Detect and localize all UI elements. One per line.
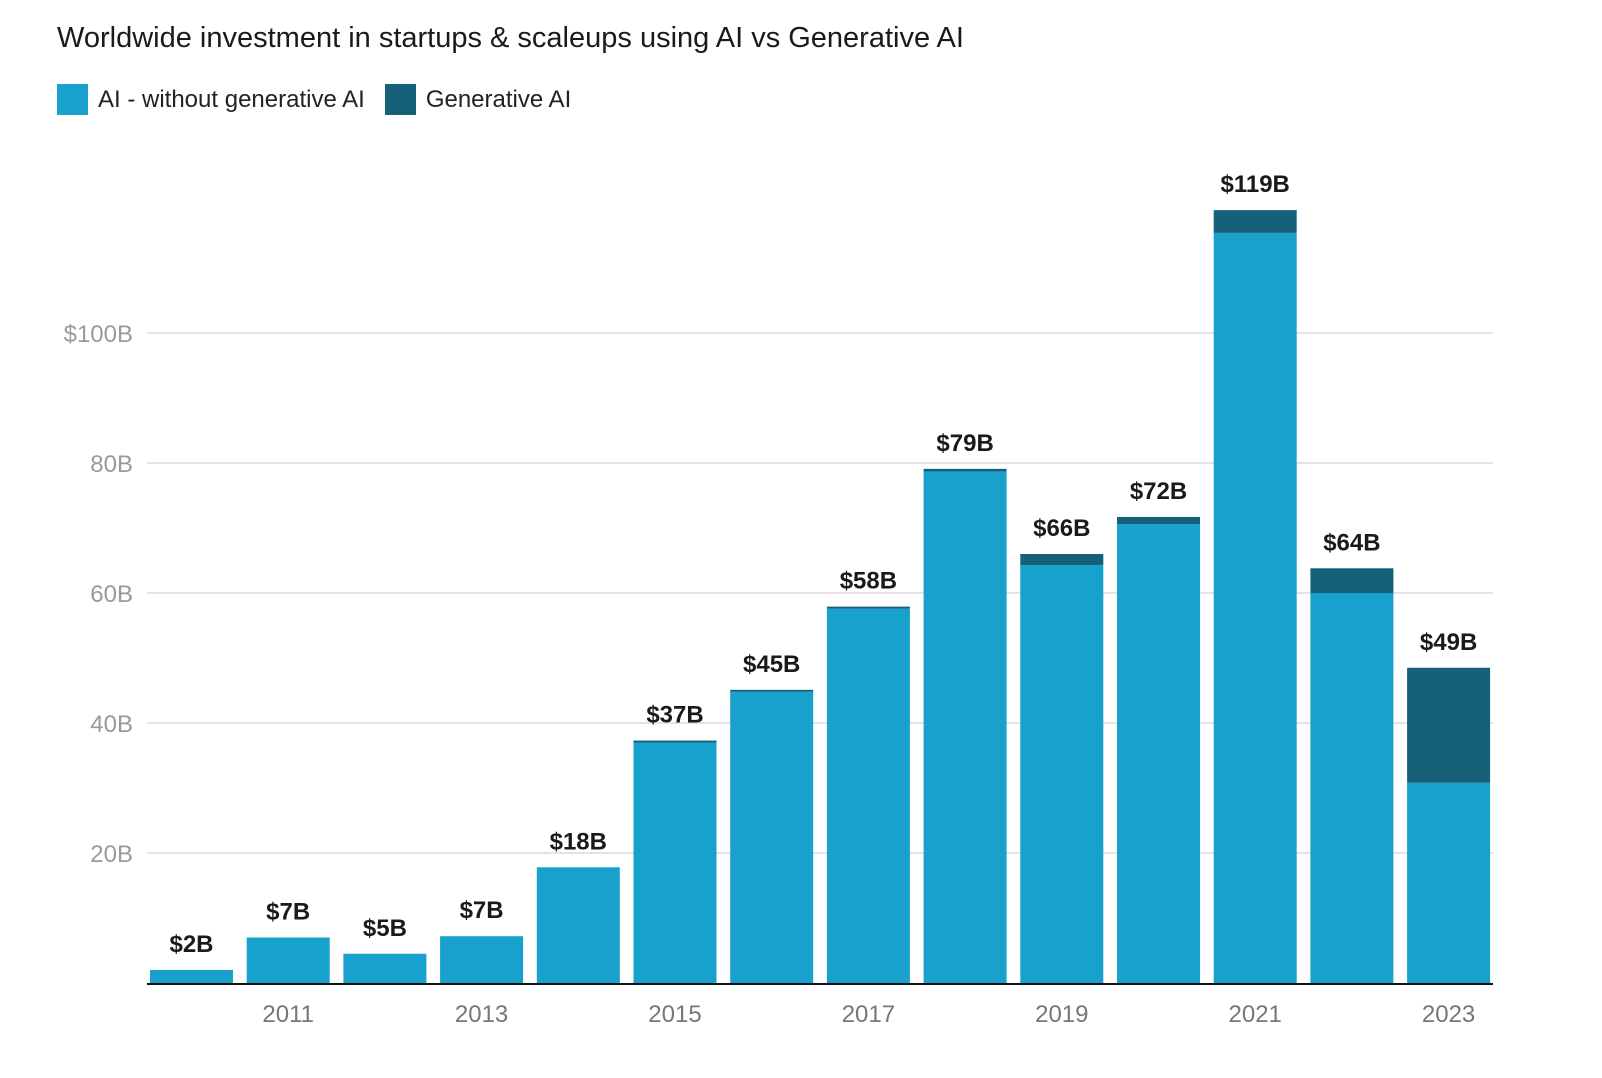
bar-ai-2016 <box>730 691 814 983</box>
bar-genai-2015 <box>633 740 717 743</box>
data-label: $58B <box>840 568 897 595</box>
bar-ai-2011 <box>246 937 330 983</box>
data-label: $72B <box>1130 478 1187 505</box>
bar-genai-2017 <box>826 606 910 609</box>
data-label: $37B <box>646 702 703 729</box>
legend: AI - without generative AI Generative AI <box>57 84 591 115</box>
bar-ai-2021 <box>1213 232 1297 983</box>
data-label: $18B <box>550 828 607 855</box>
data-label: $2B <box>169 931 213 958</box>
data-label: $7B <box>460 897 504 924</box>
bar-genai-2022 <box>1310 568 1394 593</box>
bar-ai-2019 <box>1020 565 1104 983</box>
bar-genai-2023 <box>1407 667 1491 783</box>
bar-ai-2022 <box>1310 593 1394 983</box>
bar-ai-2014 <box>536 867 620 983</box>
y-tick-label: 60B <box>90 581 133 608</box>
data-label: $5B <box>363 915 407 942</box>
bar-ai-2015 <box>633 742 717 983</box>
bar-genai-2019 <box>1020 554 1104 566</box>
chart-title: Worldwide investment in startups & scale… <box>57 22 964 54</box>
legend-item-genai: Generative AI <box>384 84 572 115</box>
x-tick-label: 2015 <box>648 1001 701 1028</box>
legend-label-genai: Generative AI <box>425 85 572 113</box>
bar-ai-2020 <box>1117 524 1200 983</box>
data-label: $66B <box>1033 515 1090 542</box>
y-tick-label: 80B <box>90 451 133 478</box>
data-label: $7B <box>266 899 310 926</box>
x-tick-label: 2013 <box>455 1001 508 1028</box>
x-tick-label: 2017 <box>842 1001 895 1028</box>
legend-swatch-ai <box>57 84 88 115</box>
bar-ai-2013 <box>440 936 524 983</box>
x-tick-label: 2021 <box>1229 1001 1282 1028</box>
data-label: $49B <box>1420 629 1477 656</box>
data-label: $45B <box>743 651 800 678</box>
bar-genai-2020 <box>1117 516 1200 525</box>
y-tick-label: $100B <box>64 321 133 348</box>
x-tick-label: 2023 <box>1422 1001 1475 1028</box>
bar-genai-2021 <box>1213 210 1297 233</box>
legend-label-ai: AI - without generative AI <box>98 85 365 113</box>
data-label: $64B <box>1323 529 1380 556</box>
bar-ai-2023 <box>1407 782 1491 983</box>
legend-swatch-genai <box>384 84 416 115</box>
y-tick-label: 20B <box>90 841 133 868</box>
bar-ai-2017 <box>826 608 910 983</box>
y-tick-label: 40B <box>90 711 133 738</box>
x-tick-label: 2019 <box>1035 1001 1088 1028</box>
bar-ai-2018 <box>923 471 1007 983</box>
legend-item-ai: AI - without generative AI <box>57 84 365 115</box>
bar-ai-2010 <box>150 970 233 983</box>
bar-genai-2016 <box>730 689 814 692</box>
bar-ai-2012 <box>343 953 427 983</box>
data-label: $119B <box>1220 171 1289 198</box>
x-tick-label: 2011 <box>262 1001 314 1028</box>
data-label: $79B <box>936 430 993 457</box>
bar-genai-2018 <box>923 468 1007 472</box>
